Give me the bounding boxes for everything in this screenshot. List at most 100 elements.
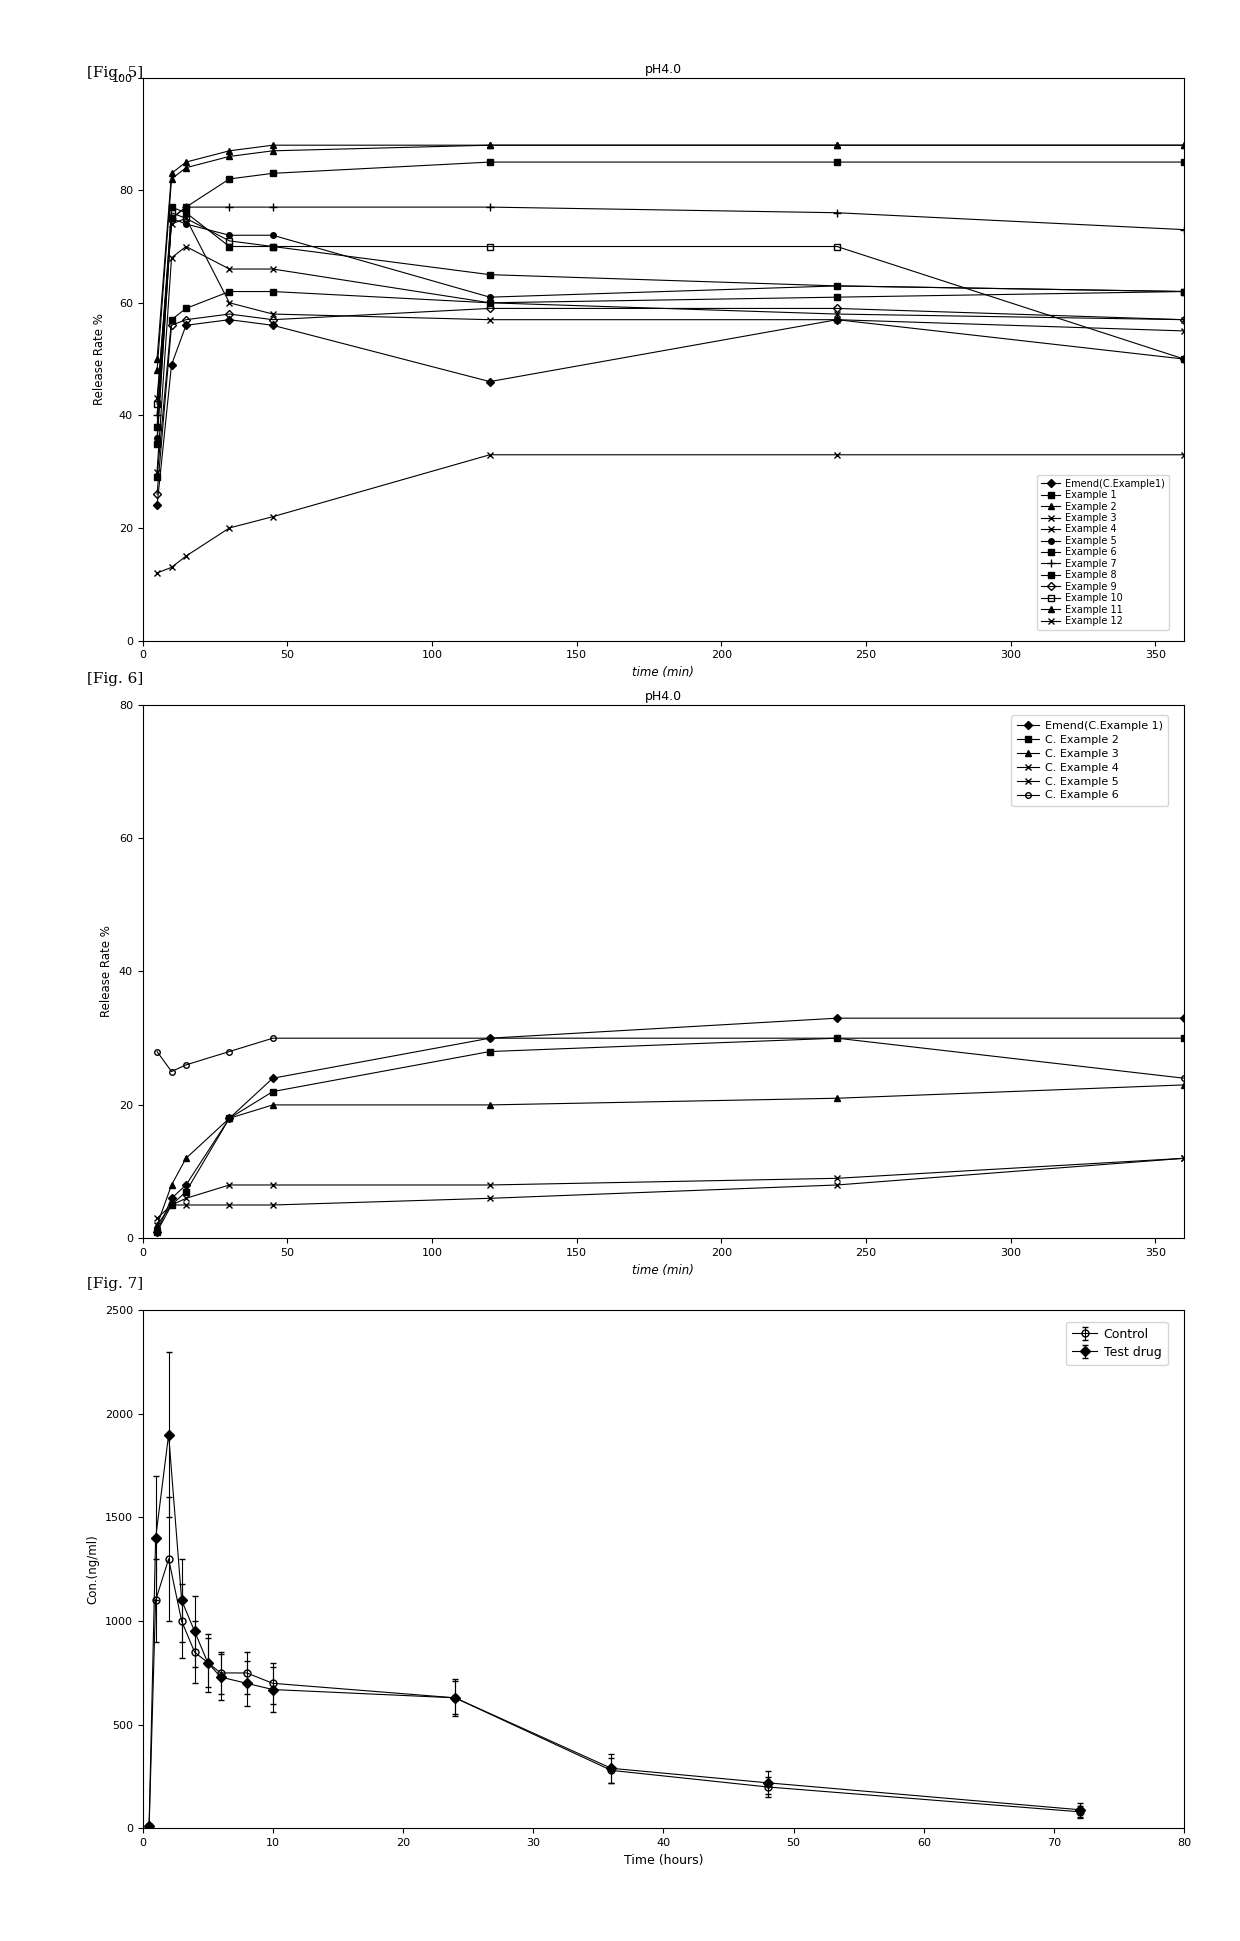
Example 3 <box>179 235 193 258</box>
C. Example 5 <box>482 1186 497 1209</box>
Line: Example 2: Example 2 <box>154 142 1187 373</box>
Example 6 <box>482 262 497 285</box>
Example 3 <box>1177 309 1192 332</box>
Example 11 <box>1177 134 1192 157</box>
Example 2 <box>482 134 497 157</box>
C. Example 5 <box>222 1194 237 1217</box>
C. Example 4 <box>150 1207 165 1231</box>
C. Example 6 <box>830 1027 844 1050</box>
Example 3 <box>265 258 280 281</box>
Example 4 <box>482 443 497 466</box>
Example 1 <box>179 196 193 219</box>
C. Example 4 <box>482 1172 497 1196</box>
Example 12 <box>482 309 497 332</box>
C. Example 6 <box>179 1054 193 1077</box>
Example 8 <box>222 280 237 303</box>
Line: C. Example 5: C. Example 5 <box>154 1155 1188 1229</box>
Legend: Emend(C.Example1), Example 1, Example 2, Example 3, Example 4, Example 5, Exampl: Emend(C.Example1), Example 1, Example 2,… <box>1037 476 1169 631</box>
Emend(C.Example1) <box>265 314 280 338</box>
Example 11 <box>150 347 165 371</box>
C. Example 2 <box>179 1180 193 1203</box>
Example 7 <box>150 404 165 427</box>
Example 10 <box>150 392 165 415</box>
Emend(C.Example1) <box>1177 347 1192 371</box>
Example 1 <box>222 167 237 190</box>
C. Example 4 <box>164 1194 179 1217</box>
Text: [Fig. 5]: [Fig. 5] <box>87 66 143 80</box>
Emend(C.Example1) <box>150 493 165 516</box>
Example 11 <box>265 134 280 157</box>
Emend(C.Example1) <box>830 309 844 332</box>
Example 12 <box>830 309 844 332</box>
Example 4 <box>222 516 237 540</box>
Example 2 <box>265 140 280 163</box>
Example 5 <box>482 285 497 309</box>
C. Example 3 <box>179 1147 193 1170</box>
Example 9 <box>164 314 179 338</box>
Y-axis label: Release Rate %: Release Rate % <box>100 926 113 1017</box>
Emend(C.Example1) <box>482 371 497 394</box>
Example 10 <box>179 208 193 231</box>
C. Example 5 <box>179 1194 193 1217</box>
Example 8 <box>265 280 280 303</box>
Line: C. Example 2: C. Example 2 <box>154 1035 1187 1234</box>
Legend: Control, Test drug: Control, Test drug <box>1066 1322 1168 1365</box>
Line: Example 11: Example 11 <box>154 142 1187 361</box>
Line: Example 8: Example 8 <box>154 289 1187 479</box>
Line: Example 6: Example 6 <box>154 204 1187 429</box>
C. Example 2 <box>830 1027 844 1050</box>
Line: Example 4: Example 4 <box>154 452 1188 576</box>
C. Example 6 <box>1177 1068 1192 1091</box>
Example 12 <box>1177 318 1192 342</box>
Example 7 <box>830 202 844 225</box>
Line: Example 7: Example 7 <box>153 204 1188 419</box>
C. Example 4 <box>179 1186 193 1209</box>
Example 3 <box>830 303 844 326</box>
Emend(C.Example 1) <box>179 1172 193 1196</box>
C. Example 3 <box>222 1106 237 1130</box>
Example 9 <box>150 483 165 507</box>
C. Example 4 <box>222 1172 237 1196</box>
C. Example 6 <box>164 1060 179 1083</box>
Example 4 <box>1177 443 1192 466</box>
Example 4 <box>164 555 179 578</box>
Line: Emend(C.Example 1): Emend(C.Example 1) <box>154 1015 1187 1234</box>
Example 12 <box>222 291 237 314</box>
Example 4 <box>179 543 193 567</box>
Line: Example 5: Example 5 <box>154 215 1187 441</box>
Example 4 <box>265 505 280 528</box>
C. Example 5 <box>164 1194 179 1217</box>
Line: Example 3: Example 3 <box>154 243 1188 476</box>
Example 10 <box>164 202 179 225</box>
C. Example 5 <box>1177 1147 1192 1170</box>
C. Example 3 <box>482 1093 497 1116</box>
Example 8 <box>164 309 179 332</box>
C. Example 5 <box>830 1172 844 1196</box>
Emend(C.Example 1) <box>164 1186 179 1209</box>
C. Example 2 <box>482 1040 497 1064</box>
Example 7 <box>164 208 179 231</box>
Example 1 <box>482 149 497 173</box>
Example 3 <box>482 291 497 314</box>
C. Example 3 <box>265 1093 280 1116</box>
Example 2 <box>830 134 844 157</box>
Example 5 <box>830 274 844 297</box>
Example 11 <box>164 161 179 184</box>
Example 6 <box>222 235 237 258</box>
C. Example 6 <box>265 1027 280 1050</box>
C. Example 4 <box>830 1167 844 1190</box>
C. Example 6 <box>482 1027 497 1050</box>
Example 11 <box>222 140 237 163</box>
Example 4 <box>830 443 844 466</box>
C. Example 4 <box>265 1172 280 1196</box>
C. Example 2 <box>164 1194 179 1217</box>
Example 12 <box>150 386 165 410</box>
Emend(C.Example1) <box>179 314 193 338</box>
Example 1 <box>265 161 280 184</box>
Example 9 <box>482 297 497 320</box>
Line: Example 12: Example 12 <box>154 215 1188 402</box>
Example 9 <box>1177 309 1192 332</box>
Example 5 <box>1177 280 1192 303</box>
Example 5 <box>265 223 280 247</box>
C. Example 5 <box>150 1213 165 1236</box>
